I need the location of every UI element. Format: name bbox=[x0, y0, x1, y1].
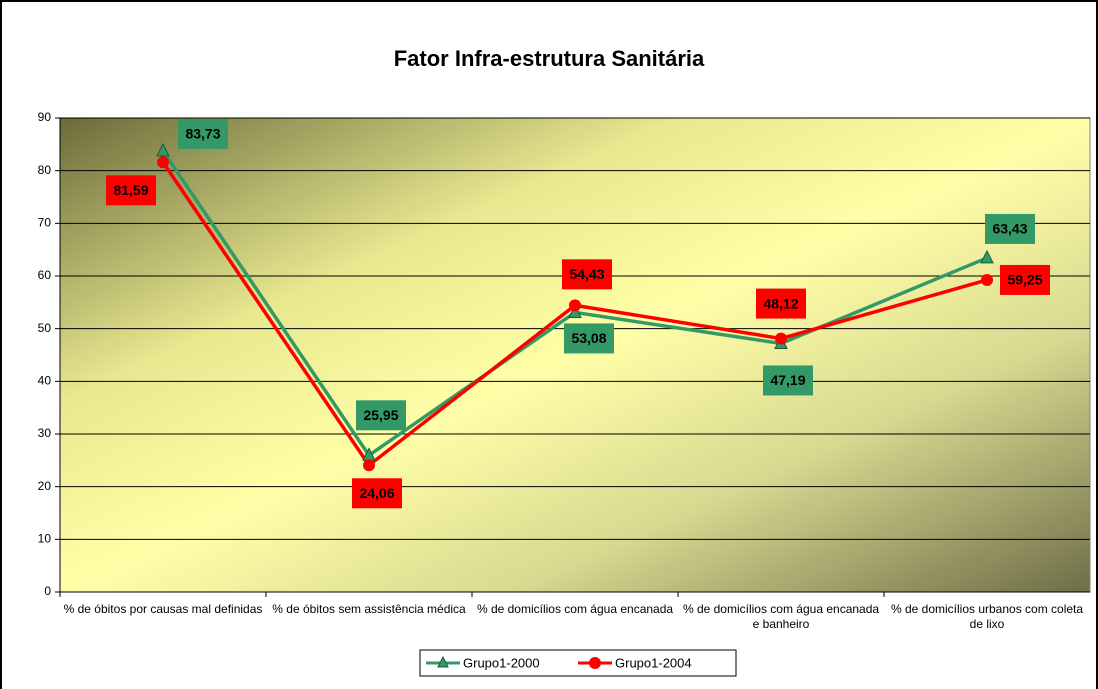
data-label: 83,73 bbox=[185, 126, 220, 142]
x-tick-label-box: % de domicílios com água encanada bbox=[476, 602, 674, 616]
y-tick-label: 50 bbox=[38, 321, 52, 335]
y-tick-label: 70 bbox=[38, 216, 52, 230]
data-label: 54,43 bbox=[569, 266, 604, 282]
x-tick-label-box: % de óbitos por causas mal definidas bbox=[63, 602, 263, 616]
x-tick-label: % de domicílios urbanos com coleta de li… bbox=[890, 602, 1084, 631]
data-label: 63,43 bbox=[992, 221, 1027, 237]
data-label-box bbox=[985, 213, 1035, 244]
data-label-box bbox=[756, 288, 806, 319]
data-label: 47,19 bbox=[770, 372, 805, 388]
chart-title: Fator Infra-estrutura Sanitária bbox=[394, 46, 705, 71]
x-tick-label: % de domicílios com água encanada e banh… bbox=[682, 602, 880, 631]
data-label-box bbox=[562, 259, 612, 290]
plot-area bbox=[59, 117, 1091, 593]
y-tick-label: 60 bbox=[38, 268, 52, 282]
legend-marker bbox=[589, 657, 601, 669]
x-tick-label: % de óbitos sem assistência médica bbox=[272, 602, 466, 616]
x-tick-label-box: % de domicílios com água encanada e banh… bbox=[682, 602, 880, 631]
y-tick-label: 10 bbox=[38, 532, 52, 546]
legend-marker bbox=[437, 655, 449, 668]
marker bbox=[981, 273, 993, 286]
x-tick-label-box: % de óbitos sem assistência médica bbox=[272, 602, 466, 616]
marker bbox=[363, 459, 375, 472]
marker bbox=[156, 142, 170, 157]
y-tick-label: 40 bbox=[38, 374, 52, 388]
data-label-box bbox=[1000, 264, 1050, 295]
data-label-box bbox=[178, 119, 228, 150]
data-label: 81,59 bbox=[113, 182, 148, 198]
y-tick-label: 30 bbox=[38, 426, 52, 440]
y-tick-label: 90 bbox=[38, 110, 52, 124]
marker bbox=[775, 332, 787, 345]
marker bbox=[569, 299, 581, 312]
y-tick-label: 80 bbox=[38, 163, 52, 177]
marker bbox=[568, 304, 582, 318]
data-label: 25,95 bbox=[363, 407, 398, 423]
data-label-box bbox=[356, 400, 406, 431]
x-tick-label-box: % de domicílios urbanos com coleta de li… bbox=[890, 602, 1084, 631]
data-label-box bbox=[106, 175, 156, 206]
legend-label: Grupo1-2000 bbox=[463, 655, 540, 670]
data-label: 48,12 bbox=[763, 295, 798, 311]
data-label: 24,06 bbox=[359, 485, 394, 501]
data-label: 59,25 bbox=[1007, 272, 1042, 288]
data-label-box bbox=[564, 323, 614, 354]
x-tick-label: % de óbitos por causas mal definidas bbox=[63, 602, 263, 616]
data-label: 53,08 bbox=[571, 330, 606, 346]
marker bbox=[980, 249, 994, 264]
legend-label: Grupo1-2004 bbox=[615, 655, 692, 670]
y-tick-label: 0 bbox=[44, 584, 51, 598]
data-label-box bbox=[352, 478, 402, 509]
y-tick-label: 20 bbox=[38, 479, 52, 493]
x-tick-label: % de domicílios com água encanada bbox=[476, 602, 674, 616]
marker bbox=[157, 156, 169, 169]
data-label-box bbox=[763, 365, 813, 396]
